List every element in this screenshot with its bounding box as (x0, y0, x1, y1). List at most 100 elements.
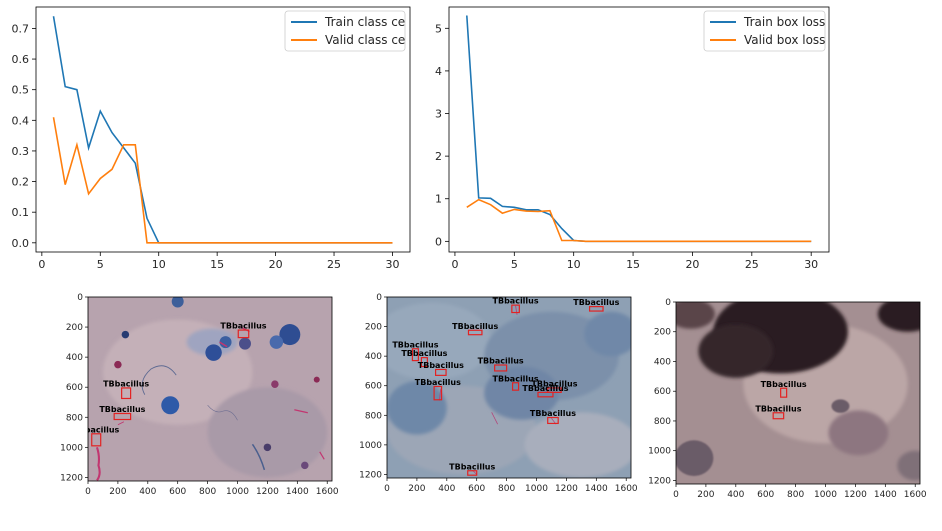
x-tick-label: 1200 (256, 487, 279, 497)
y-tick-label: 1000 (60, 443, 83, 453)
y-tick-label: 1000 (648, 447, 671, 457)
detection-label: TBbacillus (755, 404, 801, 413)
y-tick-label: 200 (654, 328, 671, 338)
y-tick-label: 800 (654, 417, 671, 427)
class-loss-axes-frame (35, 6, 411, 253)
y-tick-label: 800 (365, 411, 382, 421)
y-tick-label: 800 (66, 413, 83, 423)
detection-label: TBbacillus (573, 298, 619, 307)
x-tick-label: 400 (727, 490, 744, 500)
image-frame (87, 296, 333, 482)
class-loss-xticks: 0 5 10 15 20 25 30 (38, 252, 399, 271)
x-tick-label: 600 (757, 490, 774, 500)
y-tick-label: 1200 (60, 473, 83, 483)
detection-box (511, 304, 520, 314)
detection-label: TBbacillus (415, 378, 461, 387)
x-tick-label: 5 (97, 258, 104, 271)
x-tick-label: 1600 (904, 490, 927, 500)
x-tick-label: 800 (498, 484, 515, 494)
x-tick-label: 15 (210, 258, 224, 271)
class-loss-series-layer (52, 16, 393, 244)
y-tick-label: 600 (66, 383, 83, 393)
x-tick-label: 400 (438, 484, 455, 494)
y-tick-label: 0.2 (12, 176, 30, 189)
x-tick-label: 800 (199, 487, 216, 497)
detection-box (433, 385, 443, 401)
microscopy-panel-3: TBbacillus TBbacillus 0 200 400 600 800 1000 12… (648, 298, 927, 500)
detection-label: TBbacillus (493, 374, 539, 383)
detection-label: TBbacillus (452, 322, 498, 331)
x-tick-label: 0 (673, 490, 679, 500)
detection-label: TBbacillus (401, 349, 447, 358)
y-tick-label: 600 (654, 387, 671, 397)
microscopy-image-1: TBbacillus TBbacillus TBbacillus TBbacillus (88, 297, 332, 481)
image-frame (675, 301, 921, 485)
y-tick-label: 0 (435, 235, 442, 248)
x-tick-label: 1600 (615, 484, 638, 494)
x-tick-label: 0 (384, 484, 390, 494)
y-tick-label: 1200 (648, 476, 671, 486)
x-tick-label: 30 (385, 258, 399, 271)
legend-label-valid: Valid class ce (325, 33, 405, 47)
x-tick-label: 1200 (844, 490, 867, 500)
class-loss-yticks: 0.0 0.1 0.2 0.3 0.4 0.5 0.6 0.7 (12, 22, 36, 250)
detection-box (494, 364, 508, 372)
detection-label: TBbacillus (392, 340, 438, 349)
detection-box (121, 387, 132, 400)
microscopy-image-2: TBbacillus TBbacillusTBbacillusTBbacillus… (387, 297, 631, 478)
x-tick-label: 0 (38, 258, 45, 271)
x-tick-label: 800 (787, 490, 804, 500)
y-tick-label: 0.7 (12, 22, 30, 35)
x-tick-label: 600 (169, 487, 186, 497)
y-tick-label: 1 (435, 193, 442, 206)
y-tick-label: 4 (435, 65, 442, 78)
x-tick-label: 15 (626, 258, 640, 271)
detection-label: TBbacillus (220, 322, 266, 331)
detection-box (434, 368, 447, 376)
image-3-xticks: 0 200 400 600 800 1000 1200 1400 1600 (673, 484, 927, 500)
x-tick-label: 1000 (226, 487, 249, 497)
y-tick-label: 0 (665, 298, 671, 308)
detection-box (91, 433, 102, 447)
box-loss-series-layer (466, 15, 812, 243)
x-tick-label: 1400 (286, 487, 309, 497)
y-tick-label: 400 (654, 357, 671, 367)
detection-label: TBbacillus (478, 357, 524, 366)
detection-label: TBbacillus (761, 380, 807, 389)
box-loss-yticks: 0 1 2 3 4 5 (435, 22, 449, 248)
y-tick-label: 200 (66, 323, 83, 333)
detection-label: TBbacillus (449, 462, 495, 471)
image-2-xticks: 0 200 400 600 800 1000 1200 1400 1600 (384, 478, 638, 494)
legend-label-train: Train class ce (324, 15, 405, 29)
legend-label-train: Train box loss (743, 15, 825, 29)
x-tick-label: 1400 (874, 490, 897, 500)
series-line-valid (52, 117, 393, 244)
x-tick-label: 0 (85, 487, 91, 497)
x-tick-label: 1200 (555, 484, 578, 494)
detection-label: TBbacillus (531, 379, 577, 388)
detection-box (780, 387, 788, 398)
y-tick-label: 0 (77, 293, 83, 303)
detection-label: TBbacillus (530, 409, 576, 418)
x-tick-label: 1400 (585, 484, 608, 494)
y-tick-label: 400 (66, 353, 83, 363)
x-tick-label: 25 (327, 258, 341, 271)
y-tick-label: 1200 (359, 470, 382, 480)
y-tick-label: 0.1 (12, 206, 30, 219)
class-loss-legend: Train class ce Valid class ce (284, 10, 406, 52)
x-tick-label: 0 (451, 258, 458, 271)
detection-label: TBbacillus (418, 361, 464, 370)
image-3-yticks: 0 200 400 600 800 1000 1200 (648, 298, 676, 486)
x-tick-label: 200 (408, 484, 425, 494)
x-tick-label: 10 (152, 258, 166, 271)
detection-box (467, 329, 483, 336)
box-loss-xticks: 0 5 10 15 20 25 30 (451, 252, 818, 271)
detection-label: TBbacillus (522, 384, 568, 393)
detection-box (467, 470, 478, 476)
y-tick-label: 0 (376, 293, 382, 303)
x-tick-label: 20 (685, 258, 699, 271)
box-loss-chart: 0 1 2 3 4 5 0 5 10 15 20 25 30 Train box loss Valid… (435, 6, 830, 271)
x-tick-label: 400 (139, 487, 156, 497)
y-tick-label: 600 (365, 382, 382, 392)
legend-label-valid: Valid box loss (744, 33, 825, 47)
